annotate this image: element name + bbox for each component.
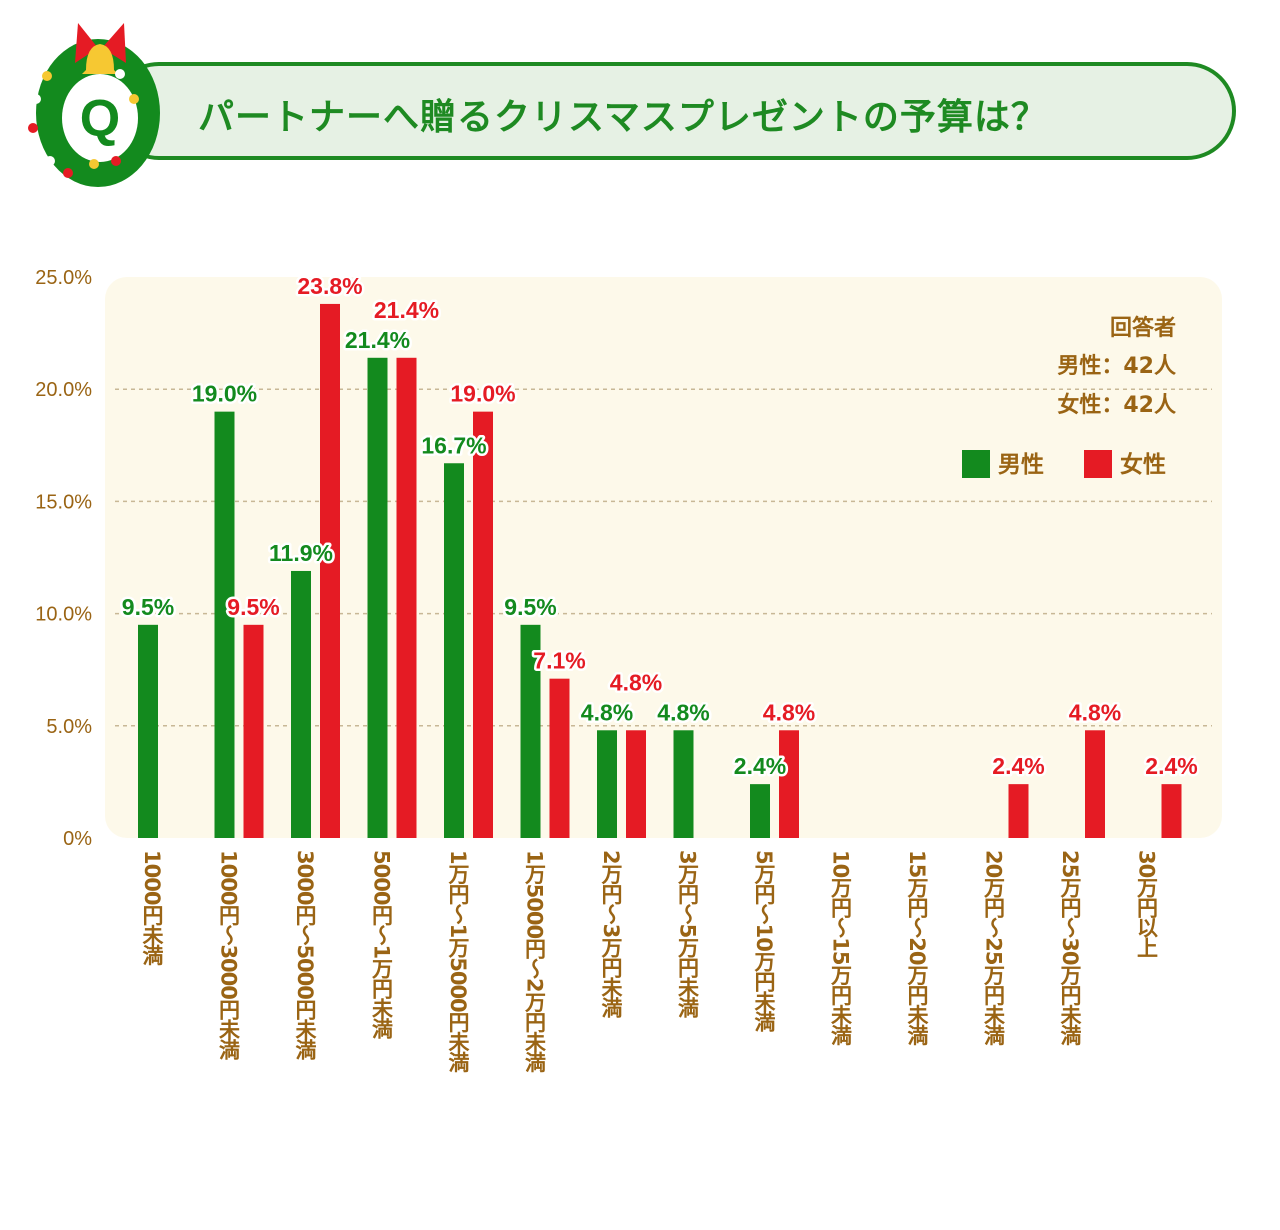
x-tick-label: 5万円～10万円未満: [752, 850, 776, 1031]
bar-male: [214, 411, 235, 838]
bar-female: [626, 730, 646, 838]
bar-male: [673, 730, 694, 838]
y-tick-label: 25.0%: [35, 267, 92, 289]
bar-male: [138, 624, 158, 838]
y-tick-label: 10.0%: [35, 604, 92, 626]
y-tick-label: 0%: [63, 828, 92, 850]
y-tick-label: 5.0%: [46, 716, 92, 738]
data-label: 19.0%: [192, 381, 257, 407]
data-label: 21.4%: [374, 297, 439, 323]
title-banner: [110, 62, 1236, 160]
data-label: 4.8%: [610, 669, 662, 695]
respondents-female: 女性：42人: [1057, 392, 1176, 418]
data-label: 9.5%: [504, 594, 556, 620]
data-label: 4.8%: [581, 699, 633, 725]
y-tick-label: 20.0%: [35, 379, 92, 401]
bar-male: [444, 463, 464, 838]
data-label: 11.9%: [269, 540, 333, 566]
data-label: 16.7%: [421, 432, 486, 458]
x-tick-label: 3万円～5万円未満: [675, 850, 700, 1018]
x-tick-label: 1000円未満: [140, 850, 164, 965]
data-label: 23.8%: [297, 273, 362, 299]
bar-female: [473, 411, 493, 838]
x-tick-label: 2万円～3万円未満: [599, 850, 623, 1018]
data-label: 4.8%: [1069, 699, 1121, 725]
data-label: 4.8%: [657, 699, 709, 725]
respondents-heading: 回答者: [1110, 315, 1176, 341]
x-tick-label: 15万円～20万円未満: [905, 850, 929, 1045]
x-tick-label: 30万円以上: [1134, 850, 1159, 958]
x-tick-label: 10万円～15万円未満: [828, 850, 853, 1045]
bar-male: [520, 624, 541, 838]
bar-female: [396, 357, 417, 838]
legend: 回答者 男性：42人 女性：42人 男性 女性: [962, 315, 1176, 478]
bar-male: [597, 730, 617, 838]
bar-female: [243, 624, 264, 838]
bar-female: [779, 730, 799, 838]
bar-female: [320, 303, 340, 839]
x-tick-label: 20万円～25万円未満: [981, 850, 1006, 1045]
x-tick-label: 1万5000円～2万円未満: [522, 850, 547, 1072]
x-tick-label: 5000円～1万円未満: [369, 850, 394, 1039]
bar-female: [1161, 784, 1182, 838]
data-label: 7.1%: [533, 648, 585, 674]
data-label: 2.4%: [1145, 753, 1197, 779]
respondents-male: 男性：42人: [1057, 354, 1176, 379]
data-label: 2.4%: [992, 753, 1044, 779]
legend-label-male: 男性: [998, 452, 1044, 478]
bar-male: [750, 784, 770, 838]
chart-title: パートナーへ贈るクリスマスプレゼントの予算は？: [198, 97, 1048, 138]
bar-male: [367, 357, 388, 838]
data-label: 4.8%: [763, 699, 815, 725]
q-badge: Q: [80, 90, 120, 148]
legend-swatch-male: [962, 450, 990, 478]
data-label: 2.4%: [734, 753, 786, 779]
bar-female: [1008, 784, 1029, 838]
x-tick-label: 3000円～5000円未満: [293, 850, 317, 1059]
x-tick-label: 25万円～30万円未満: [1058, 850, 1082, 1045]
x-tick-label: 1000円～3000円未満: [216, 850, 241, 1059]
x-tick-label: 1万円～1万5000円未満: [446, 850, 470, 1072]
data-label: 9.5%: [227, 594, 279, 620]
ribbon-icon: [75, 23, 126, 63]
wreath-icon: Q: [28, 23, 160, 187]
y-tick-label: 15.0%: [35, 491, 92, 513]
bell-icon: [82, 44, 118, 74]
legend-swatch-female: [1084, 450, 1112, 478]
bar-female: [549, 678, 570, 838]
data-label: 21.4%: [345, 327, 410, 353]
bar-female: [1085, 730, 1105, 838]
legend-label-female: 女性: [1120, 451, 1166, 478]
data-label: 9.5%: [122, 594, 174, 620]
data-label: 19.0%: [450, 381, 515, 407]
bar-male: [291, 570, 311, 838]
